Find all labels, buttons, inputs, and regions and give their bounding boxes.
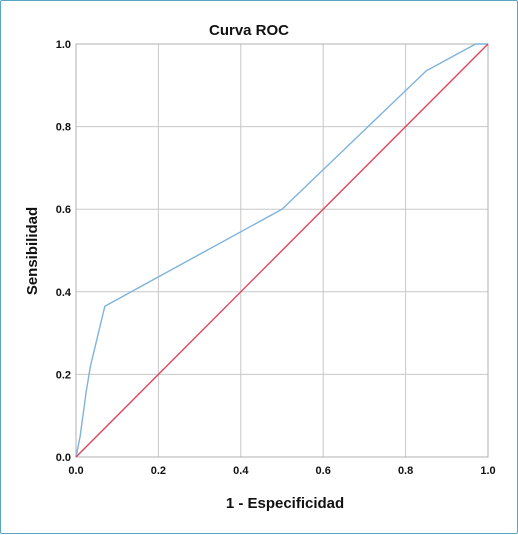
y-tick-label: 0.2 (56, 369, 71, 381)
roc-curve-line (75, 43, 488, 458)
chart-title: Curva ROC (209, 22, 289, 39)
plot-area-border (75, 43, 489, 458)
x-tick-label: 0.2 (151, 465, 166, 477)
x-tick-label: 0.6 (316, 465, 331, 477)
x-tick-label: 0.8 (398, 465, 413, 477)
x-axis-label: 1 - Especificidad (226, 495, 344, 512)
y-tick-label: 1.0 (56, 39, 71, 51)
y-axis-label: Sensibilidad (24, 207, 41, 295)
x-tick-label: 0.4 (233, 465, 249, 477)
y-tick-label: 0.0 (56, 452, 71, 464)
reference-diagonal-line (75, 43, 489, 458)
tick-labels: 0.0 0.2 0.4 0.6 0.8 1.0 0.0 0.2 0.4 0.6 0.8 1.0 (56, 39, 496, 477)
y-tick-label: 0.6 (56, 204, 71, 216)
series-layer (75, 43, 489, 458)
y-tick-label: 0.4 (56, 287, 72, 299)
x-tick-label: 0.0 (68, 465, 83, 477)
x-tick-label: 1.0 (480, 465, 495, 477)
y-tick-label: 0.8 (56, 122, 71, 134)
